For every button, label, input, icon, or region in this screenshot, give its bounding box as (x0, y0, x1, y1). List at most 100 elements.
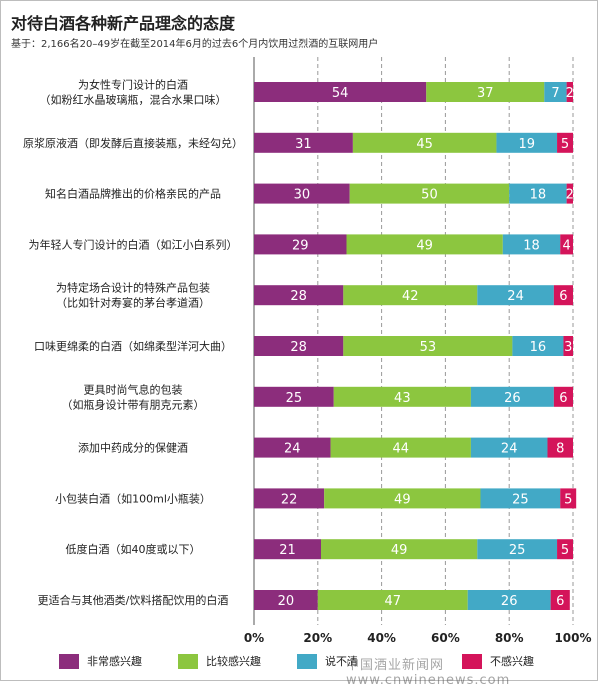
category-label: 添加中药成分的保健酒 (78, 441, 188, 455)
bar-segment (553, 285, 573, 306)
x-tick-label: 20% (303, 631, 332, 645)
bar-segment (254, 82, 427, 102)
data-label: 5 (564, 492, 572, 507)
data-label: 49 (391, 543, 408, 558)
bar-segment (550, 590, 570, 610)
data-label: 53 (420, 340, 437, 355)
bar-segment (333, 386, 471, 407)
legend-item: 不感兴趣 (462, 653, 534, 669)
data-label: 8 (556, 442, 564, 457)
chart-title: 对待白酒各种新产品理念的态度 (11, 14, 236, 33)
bar-segment (563, 336, 573, 356)
category-label: （比如针对寿宴的茅台孝道酒） (56, 296, 210, 310)
data-label: 29 (292, 238, 309, 253)
legend: 非常感兴趣 比较感兴趣 说不清 不感兴趣 (1, 651, 597, 675)
data-label: 44 (392, 442, 409, 457)
data-label: 24 (284, 442, 301, 457)
data-label: 28 (290, 340, 307, 355)
bar-segment (560, 488, 577, 509)
data-label: 3 (564, 340, 572, 355)
legend-item: 说不清 (297, 653, 358, 669)
bar-segment (547, 437, 573, 458)
bar-segment (254, 488, 325, 509)
data-label: 37 (477, 86, 494, 101)
x-tick-label: 0% (244, 631, 264, 645)
bar-segment (477, 539, 558, 560)
legend-swatch (462, 653, 482, 669)
data-label: 4 (562, 238, 570, 253)
data-label: 20 (278, 594, 295, 609)
category-label: 小包装白酒（如100ml小瓶装） (55, 491, 211, 505)
category-label: 更具时尚气息的包装 (84, 382, 183, 396)
data-label: 54 (332, 86, 349, 101)
data-label: 28 (290, 289, 307, 304)
bar-segment (254, 539, 321, 560)
bar-segment (544, 82, 567, 102)
bar-segment (557, 539, 573, 560)
data-label: 42 (402, 289, 419, 304)
data-label: 30 (294, 188, 311, 203)
bar-segment (254, 437, 331, 458)
bar-segment (502, 234, 561, 255)
data-label: 6 (556, 594, 564, 609)
data-label: 45 (416, 137, 433, 152)
data-label: 5 (561, 137, 569, 152)
x-tick-label: 40% (367, 631, 396, 645)
bar-segment (509, 183, 567, 204)
legend-swatch (178, 653, 198, 669)
data-label: 18 (530, 188, 547, 203)
bar-segment (477, 285, 554, 306)
x-tick-label: 80% (495, 631, 524, 645)
bar-segment (320, 539, 478, 560)
bar-segment (349, 183, 510, 204)
category-label: 口味更绵柔的白酒（如绵柔型洋河大曲） (34, 339, 232, 353)
bar-segment (426, 82, 545, 102)
x-tick-label: 60% (431, 631, 460, 645)
bar-segment (254, 234, 347, 255)
bar-segment (254, 336, 344, 356)
legend-item: 比较感兴趣 (178, 653, 261, 669)
data-label: 24 (501, 442, 518, 457)
data-label: 49 (416, 238, 433, 253)
data-label: 2 (566, 188, 574, 203)
legend-item: 非常感兴趣 (59, 653, 142, 669)
stacked-bar-chart: 0% 20% 40% 60% 80% 100% 为女性专门设计的白酒（如粉红水晶玻璃瓶，混合… (23, 57, 592, 645)
chart-subtitle: 基于：2,166名20–49岁在截至2014年6月的过去6个月内饮用过烈酒的互联… (11, 39, 379, 50)
data-label: 25 (512, 492, 529, 507)
category-label: 原浆原液酒（即发酵后直接装瓶，未经勾兑） (23, 136, 243, 150)
data-label: 21 (279, 543, 296, 558)
data-label: 50 (421, 188, 438, 203)
legend-label: 非常感兴趣 (87, 655, 142, 668)
data-label: 5 (561, 543, 569, 558)
bar-segment (254, 132, 353, 153)
bar-segment (467, 590, 551, 610)
legend-label: 比较感兴趣 (206, 655, 261, 668)
data-label: 7 (551, 86, 559, 101)
data-label: 18 (523, 238, 540, 253)
data-label: 43 (394, 391, 411, 406)
bar-segment (496, 132, 558, 153)
legend-label: 不感兴趣 (490, 655, 534, 668)
bar-segment (343, 336, 513, 356)
data-label: 26 (501, 594, 518, 609)
data-label: 22 (281, 492, 298, 507)
bar-segment (557, 132, 573, 153)
data-label: 26 (504, 391, 521, 406)
category-label: （如瓶身设计带有朋克元素） (62, 397, 205, 411)
data-label: 25 (509, 543, 526, 558)
data-label: 6 (559, 391, 567, 406)
category-label: 低度白酒（如40度或以下） (66, 542, 201, 556)
bar-segment (560, 234, 573, 255)
bar-segment (512, 336, 564, 356)
bar-segment (317, 590, 468, 610)
data-label: 6 (559, 289, 567, 304)
bar-segment (254, 590, 318, 610)
category-label: 为特定场合设计的特殊产品包装 (56, 281, 210, 295)
bar-segment (470, 386, 554, 407)
bar-segment (346, 234, 503, 255)
data-label: 47 (384, 594, 401, 609)
category-label: 为女性专门设计的白酒 (78, 78, 188, 92)
watermark: 中国酒业新闻网 www.cnwinenews.com (346, 658, 511, 688)
bar-segment (330, 437, 471, 458)
